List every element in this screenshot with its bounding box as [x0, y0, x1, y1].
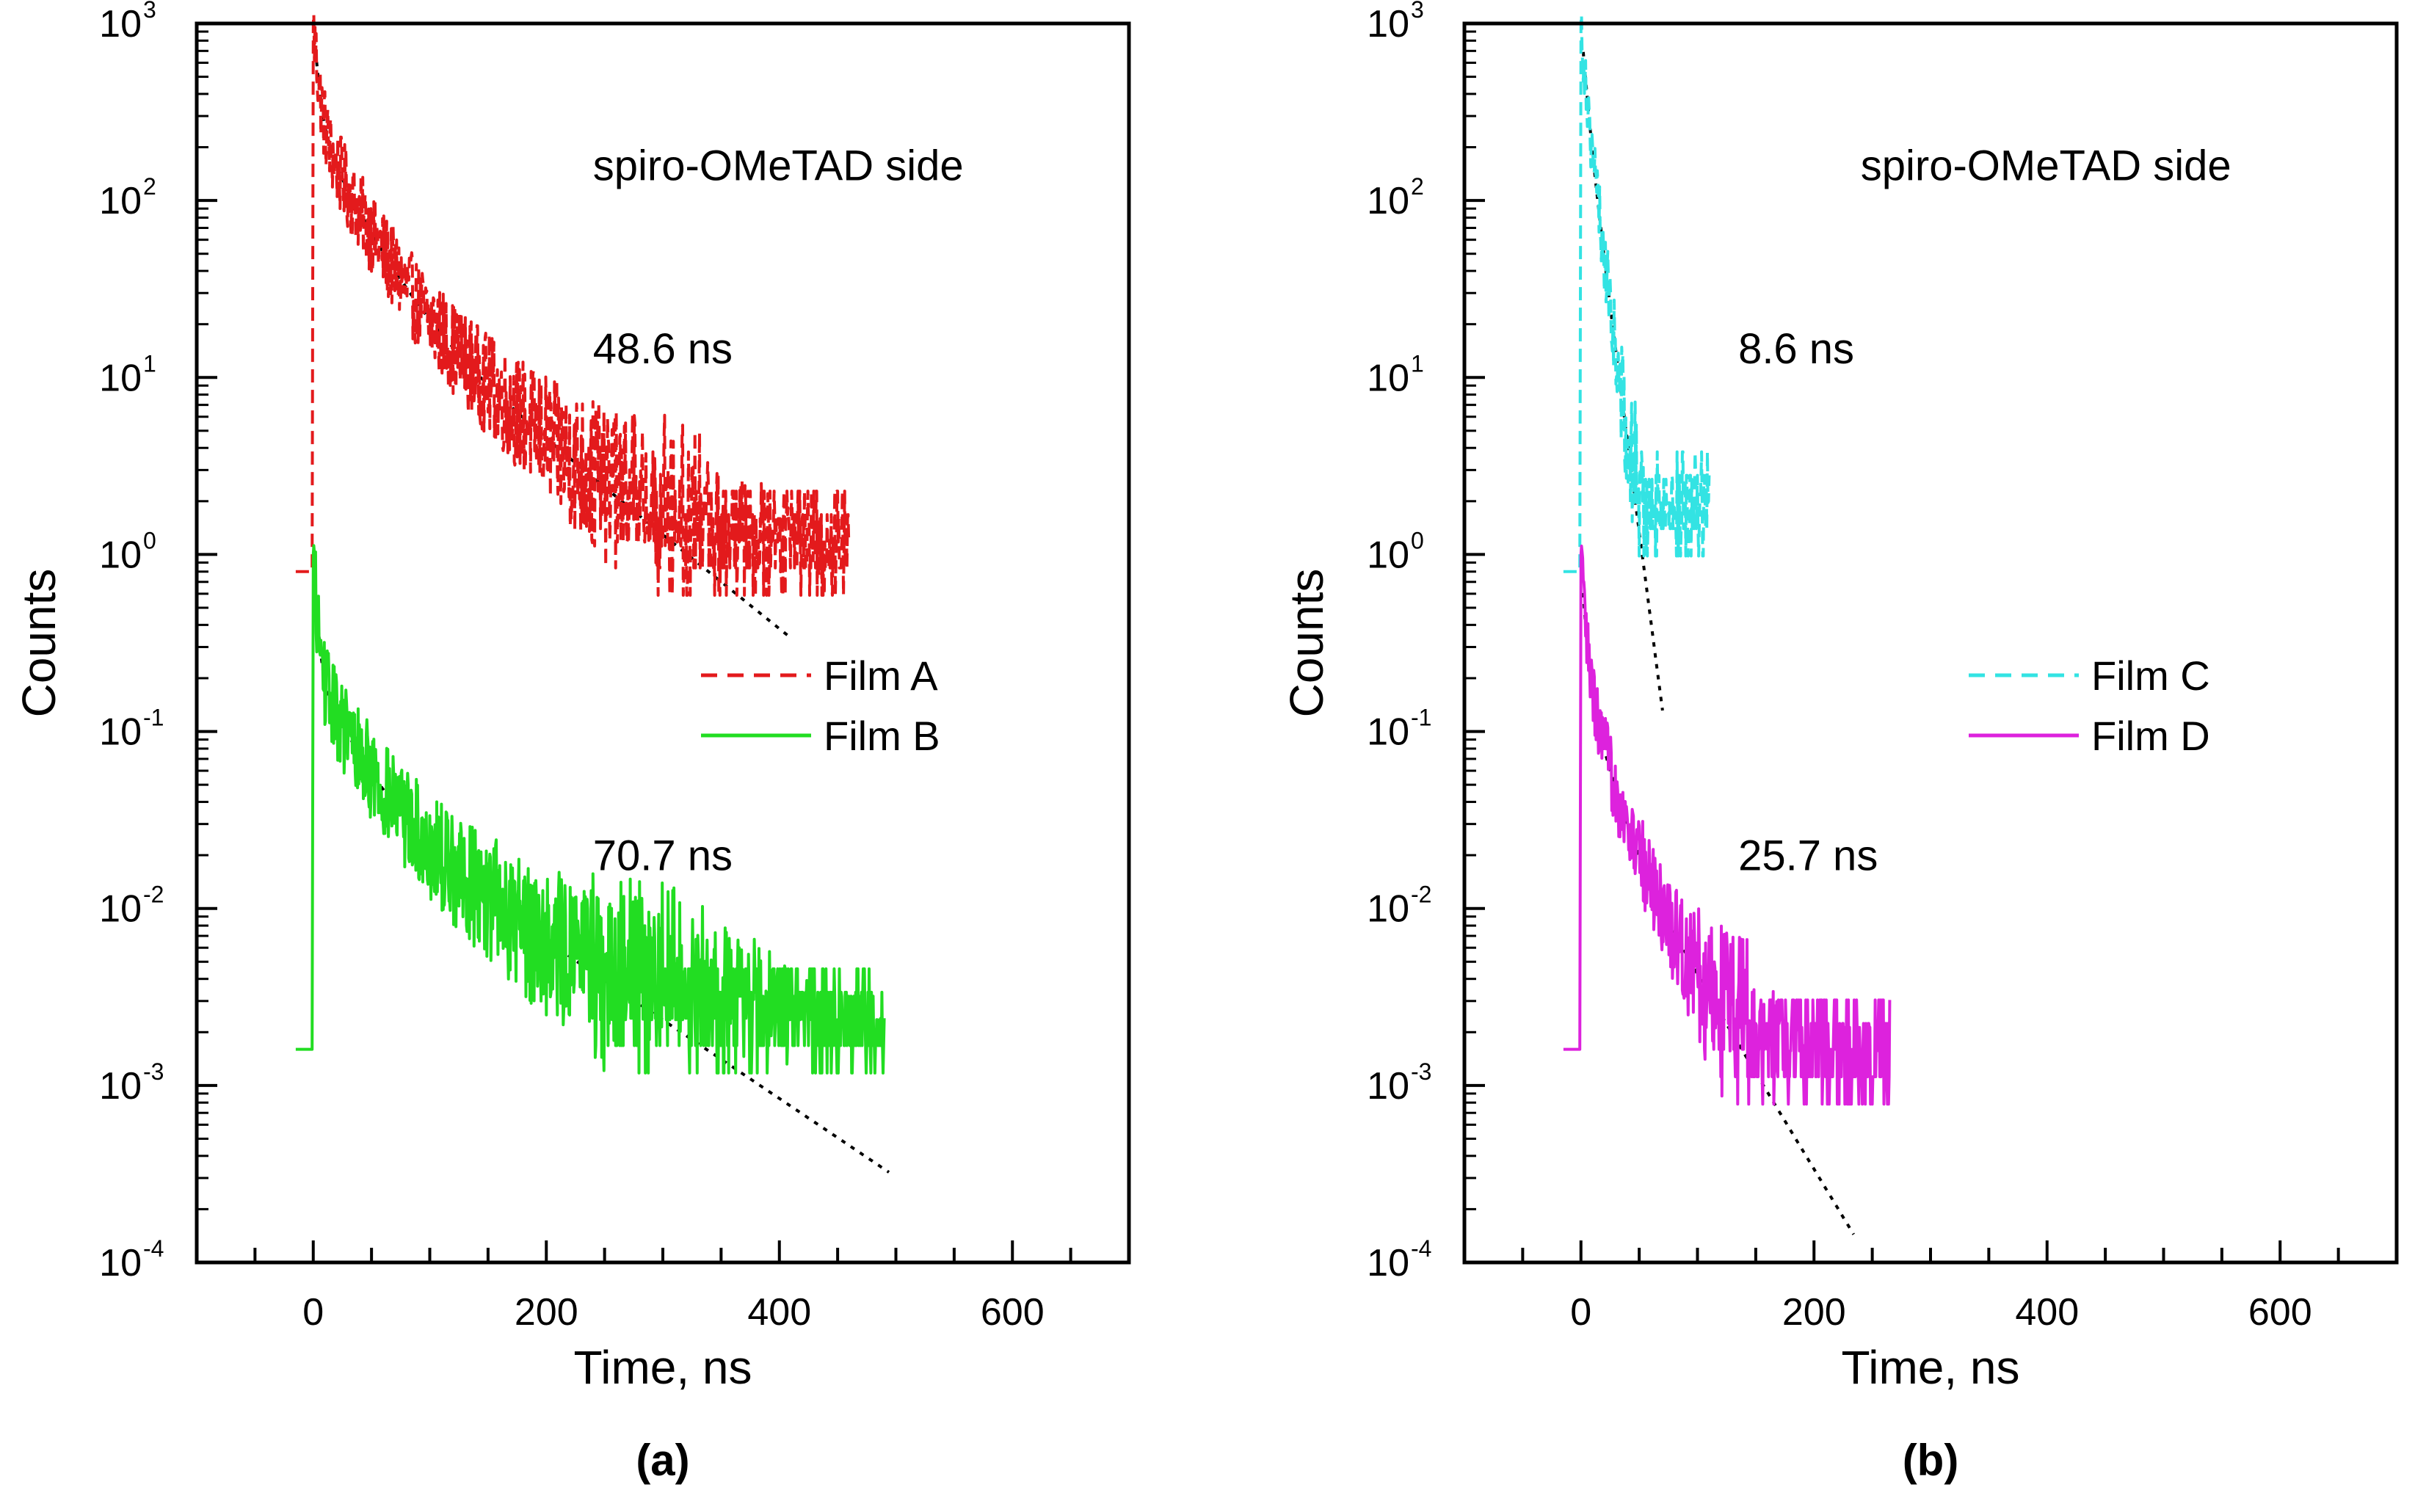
- panel-a-caption: (a): [636, 1436, 689, 1485]
- panel-a-ytick-label: 10: [99, 534, 142, 576]
- panel-b-xtick-label: 0: [1570, 1291, 1591, 1334]
- panel-a-xtick-label: 200: [515, 1291, 578, 1334]
- panel-b-ytick-label: 10: [1367, 180, 1409, 222]
- panel-a-ticks: [197, 22, 1072, 1264]
- panel-a-annotation-title: spiro-OMeTAD side: [593, 142, 964, 190]
- panel-b-ytick-label: 10: [1367, 357, 1409, 399]
- panel-a-ytick-exponent: 3: [143, 0, 156, 23]
- panel-a-xtick-label: 0: [302, 1291, 324, 1334]
- panel-a-series: [295, 12, 886, 1075]
- panel-b-ytick-exponent: 1: [1411, 350, 1424, 377]
- panel-b-ytick-label: 10: [1367, 534, 1409, 576]
- panel-a-ytick-label: 10: [99, 1065, 142, 1108]
- panel-b-legend: Film C Film D: [1969, 653, 2210, 759]
- panel-b-ytick-label: 10: [1367, 888, 1409, 931]
- panel-a-legend: Film A Film B: [701, 653, 940, 759]
- panel-a-ytick-exponent: -4: [143, 1235, 164, 1262]
- panel-b-annotations: spiro-OMeTAD side 8.6 ns 25.7 ns: [1738, 142, 2231, 880]
- panel-a-annotation-tau-film-b: 70.7 ns: [593, 832, 733, 879]
- panel-b-annotation-tau-film-c: 8.6 ns: [1738, 325, 1854, 373]
- panel-a-ytick-exponent: -3: [143, 1058, 164, 1085]
- panel-b-ytick-exponent: -3: [1411, 1058, 1431, 1085]
- panel-b-ytick-exponent: 0: [1411, 527, 1424, 553]
- panel-b-ytick-exponent: -1: [1411, 705, 1431, 731]
- panel-b-xtick-label: 600: [2248, 1291, 2312, 1334]
- series-trace-film-b: [295, 544, 886, 1075]
- legend-label-film-b: Film B: [824, 713, 940, 759]
- panel-a-ytick-exponent: 1: [143, 350, 156, 377]
- panel-a-ytick-exponent: 0: [143, 527, 156, 553]
- panel-b-ytick-exponent: -2: [1411, 882, 1431, 908]
- panel-a-xtick-label: 400: [747, 1291, 811, 1334]
- panel-a-ytick-label: 10: [99, 711, 142, 754]
- panel-a-annotation-tau-film-a: 48.6 ns: [593, 325, 733, 373]
- series-trace-film-d: [1563, 545, 1892, 1106]
- series-trace-film-a: [295, 12, 851, 597]
- panel-b-ytick-exponent: 2: [1411, 173, 1424, 200]
- panel-b-y-axis-title: Counts: [1280, 569, 1333, 718]
- panel-b-x-axis-title: Time, ns: [1842, 1341, 2020, 1394]
- panel-b-caption: (b): [1903, 1436, 1959, 1485]
- panel-a-x-axis-title: Time, ns: [574, 1341, 752, 1394]
- panel-b-xtick-label: 400: [2015, 1291, 2079, 1334]
- panel-b-plot-frame: [1462, 21, 2399, 1265]
- panel-a-ytick-label: 10: [99, 1242, 142, 1284]
- panel-b-ytick-exponent: 3: [1411, 0, 1424, 23]
- panel-a-ytick-label: 10: [99, 180, 142, 222]
- panel-a-ytick-label: 10: [99, 888, 142, 931]
- legend-label-film-a: Film A: [824, 653, 938, 699]
- panel-a-ytick-exponent: -1: [143, 705, 164, 731]
- panel-b-ytick-exponent: -4: [1411, 1235, 1431, 1262]
- panel-a-y-axis-title: Counts: [12, 569, 65, 718]
- panel-b-ticks: [1464, 22, 2340, 1264]
- panel-b-ytick-label: 10: [1367, 1242, 1409, 1284]
- panel-a-annotations: spiro-OMeTAD side 48.6 ns 70.7 ns: [593, 142, 964, 880]
- panel-b-annotation-title: spiro-OMeTAD side: [1861, 142, 2231, 190]
- panel-b-ytick-label: 10: [1367, 3, 1409, 46]
- series-trace-film-c: [1563, 12, 1711, 573]
- panel-a-ytick-exponent: -2: [143, 882, 164, 908]
- panel-a-plot-frame: [195, 21, 1131, 1265]
- panel-b-xtick-labels: 0 200 400 600: [1570, 1291, 2312, 1334]
- panel-a-ytick-label: 10: [99, 3, 142, 46]
- fit-line-film-b: [313, 592, 890, 1174]
- panel-a-ytick-label: 10: [99, 357, 142, 399]
- panel-b-annotation-tau-film-d: 25.7 ns: [1738, 832, 1878, 879]
- panel-a-ytick-exponent: 2: [143, 173, 156, 200]
- legend-label-film-c: Film C: [2091, 653, 2210, 699]
- panel-b-ytick-label: 10: [1367, 1065, 1409, 1108]
- panel-b-xtick-label: 200: [1782, 1291, 1846, 1334]
- panel-b-ytick-label: 10: [1367, 711, 1409, 754]
- fit-line-film-d: [1581, 592, 1855, 1235]
- panel-a-xtick-labels: 0 200 400 600: [302, 1291, 1044, 1334]
- panel-a-xtick-label: 600: [981, 1291, 1045, 1334]
- legend-label-film-d: Film D: [2091, 713, 2210, 759]
- panel-b-series: [1563, 12, 1892, 1106]
